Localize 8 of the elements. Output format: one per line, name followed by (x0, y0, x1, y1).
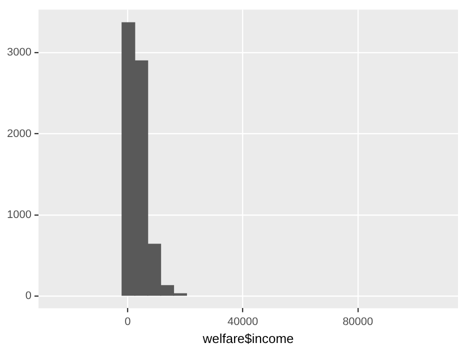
y-tick-label: 1000 (6, 208, 32, 221)
x-tick-label: 80000 (342, 316, 374, 328)
y-tick-label: 3000 (6, 46, 32, 59)
x-axis-title: welfare$income (202, 330, 294, 346)
y-tick-label: 2000 (6, 128, 32, 140)
x-tick-label: 40000 (227, 316, 258, 328)
y-tick-label: 0 (25, 290, 32, 302)
x-tick-label: 0 (124, 316, 131, 328)
